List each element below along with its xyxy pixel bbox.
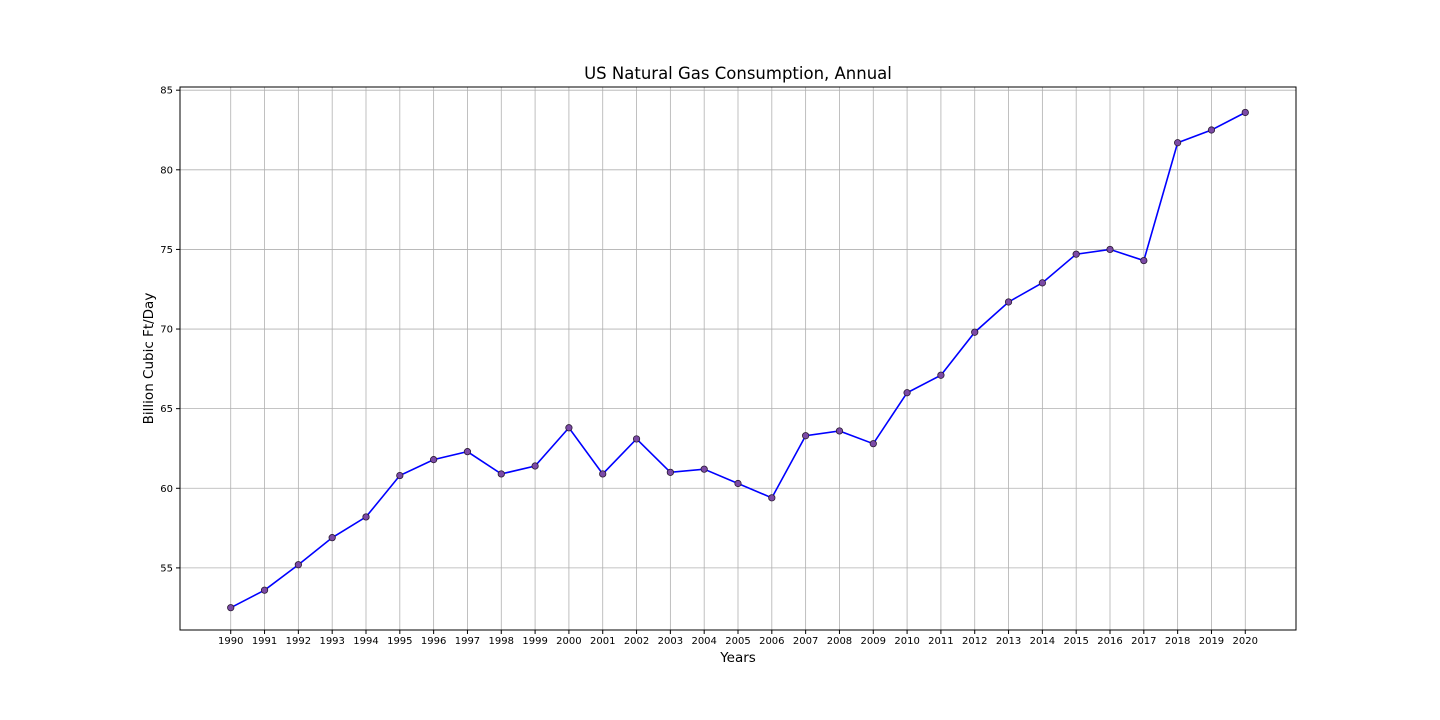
data-point: [1038, 279, 1046, 287]
x-tick-label: 2015: [1063, 636, 1088, 647]
x-tick-label: 2016: [1097, 636, 1122, 647]
x-tick-label: 2010: [894, 636, 919, 647]
y-axis-label: Billion Cubic Ft/Day: [141, 293, 157, 425]
x-tick-label: 1992: [286, 636, 311, 647]
x-axis-label: Years: [719, 650, 756, 666]
data-point: [396, 471, 404, 480]
x-tick-label: 1999: [522, 636, 547, 647]
x-tick-label: 2006: [759, 636, 784, 647]
data-point: [632, 435, 641, 443]
data-point: [1106, 245, 1114, 254]
data-point: [903, 389, 911, 397]
x-tick-label: 1994: [353, 636, 378, 647]
data-point: [1004, 298, 1013, 306]
x-tick-label: 1993: [319, 636, 344, 647]
data-point: [531, 462, 539, 470]
axis-ticks: 1990 1991 1992 1993 1994 1995 1996 1997 1998 1999…: [160, 86, 1258, 647]
data-point: [802, 432, 810, 440]
data-point: [565, 424, 573, 432]
y-tick-label: 80: [160, 165, 173, 176]
data-point: [430, 456, 438, 464]
grid: [180, 87, 1296, 630]
x-tick-label: 2013: [996, 636, 1021, 647]
data-point: [1241, 108, 1249, 117]
data-point: [497, 470, 505, 478]
data-point: [937, 371, 945, 379]
y-tick-label: 75: [160, 245, 173, 256]
x-tick-label: 1995: [387, 636, 412, 647]
y-tick-label: 70: [160, 325, 173, 336]
data-point: [1140, 256, 1148, 265]
x-tick-label: 1997: [455, 636, 480, 647]
x-tick-label: 2019: [1199, 636, 1224, 647]
data-point: [971, 328, 979, 336]
data-point: [869, 440, 877, 448]
x-tick-label: 2000: [556, 636, 581, 647]
data-point: [666, 468, 674, 476]
x-tick-label: 2011: [928, 636, 953, 647]
x-tick-label: 2020: [1233, 636, 1258, 647]
x-tick-label: 1991: [252, 636, 277, 647]
series: [227, 108, 1249, 612]
data-point: [463, 448, 472, 456]
data-point: [835, 427, 844, 435]
data-point: [1072, 250, 1080, 258]
x-tick-label: 2003: [658, 636, 683, 647]
x-tick-label: 2018: [1165, 636, 1190, 647]
x-tick-label: 2002: [624, 636, 649, 647]
data-point: [260, 586, 269, 594]
data-point: [700, 465, 708, 473]
data-point: [362, 513, 370, 521]
y-tick-label: 60: [160, 484, 173, 495]
data-point: [599, 470, 607, 478]
y-tick-label: 65: [160, 404, 173, 415]
y-tick-label: 85: [160, 86, 173, 97]
x-tick-label: 2001: [590, 636, 615, 647]
x-tick-label: 2017: [1131, 636, 1156, 647]
x-tick-label: 2005: [725, 636, 750, 647]
data-point: [328, 534, 336, 542]
x-tick-label: 2012: [962, 636, 987, 647]
x-tick-label: 2009: [861, 636, 886, 647]
x-tick-label: 1998: [489, 636, 514, 647]
data-point: [734, 479, 742, 488]
data-point: [1207, 126, 1216, 134]
x-tick-label: 2007: [793, 636, 818, 647]
x-tick-label: 1996: [421, 636, 446, 647]
data-point: [227, 604, 235, 612]
data-point: [1174, 139, 1182, 147]
x-tick-label: 1990: [218, 636, 243, 647]
x-tick-label: 2008: [827, 636, 852, 647]
x-tick-label: 2014: [1030, 636, 1055, 647]
x-tick-label: 2004: [691, 636, 716, 647]
chart-title: US Natural Gas Consumption, Annual: [584, 64, 892, 83]
y-tick-label: 55: [160, 563, 173, 574]
data-point: [768, 494, 776, 502]
data-point: [294, 561, 302, 569]
